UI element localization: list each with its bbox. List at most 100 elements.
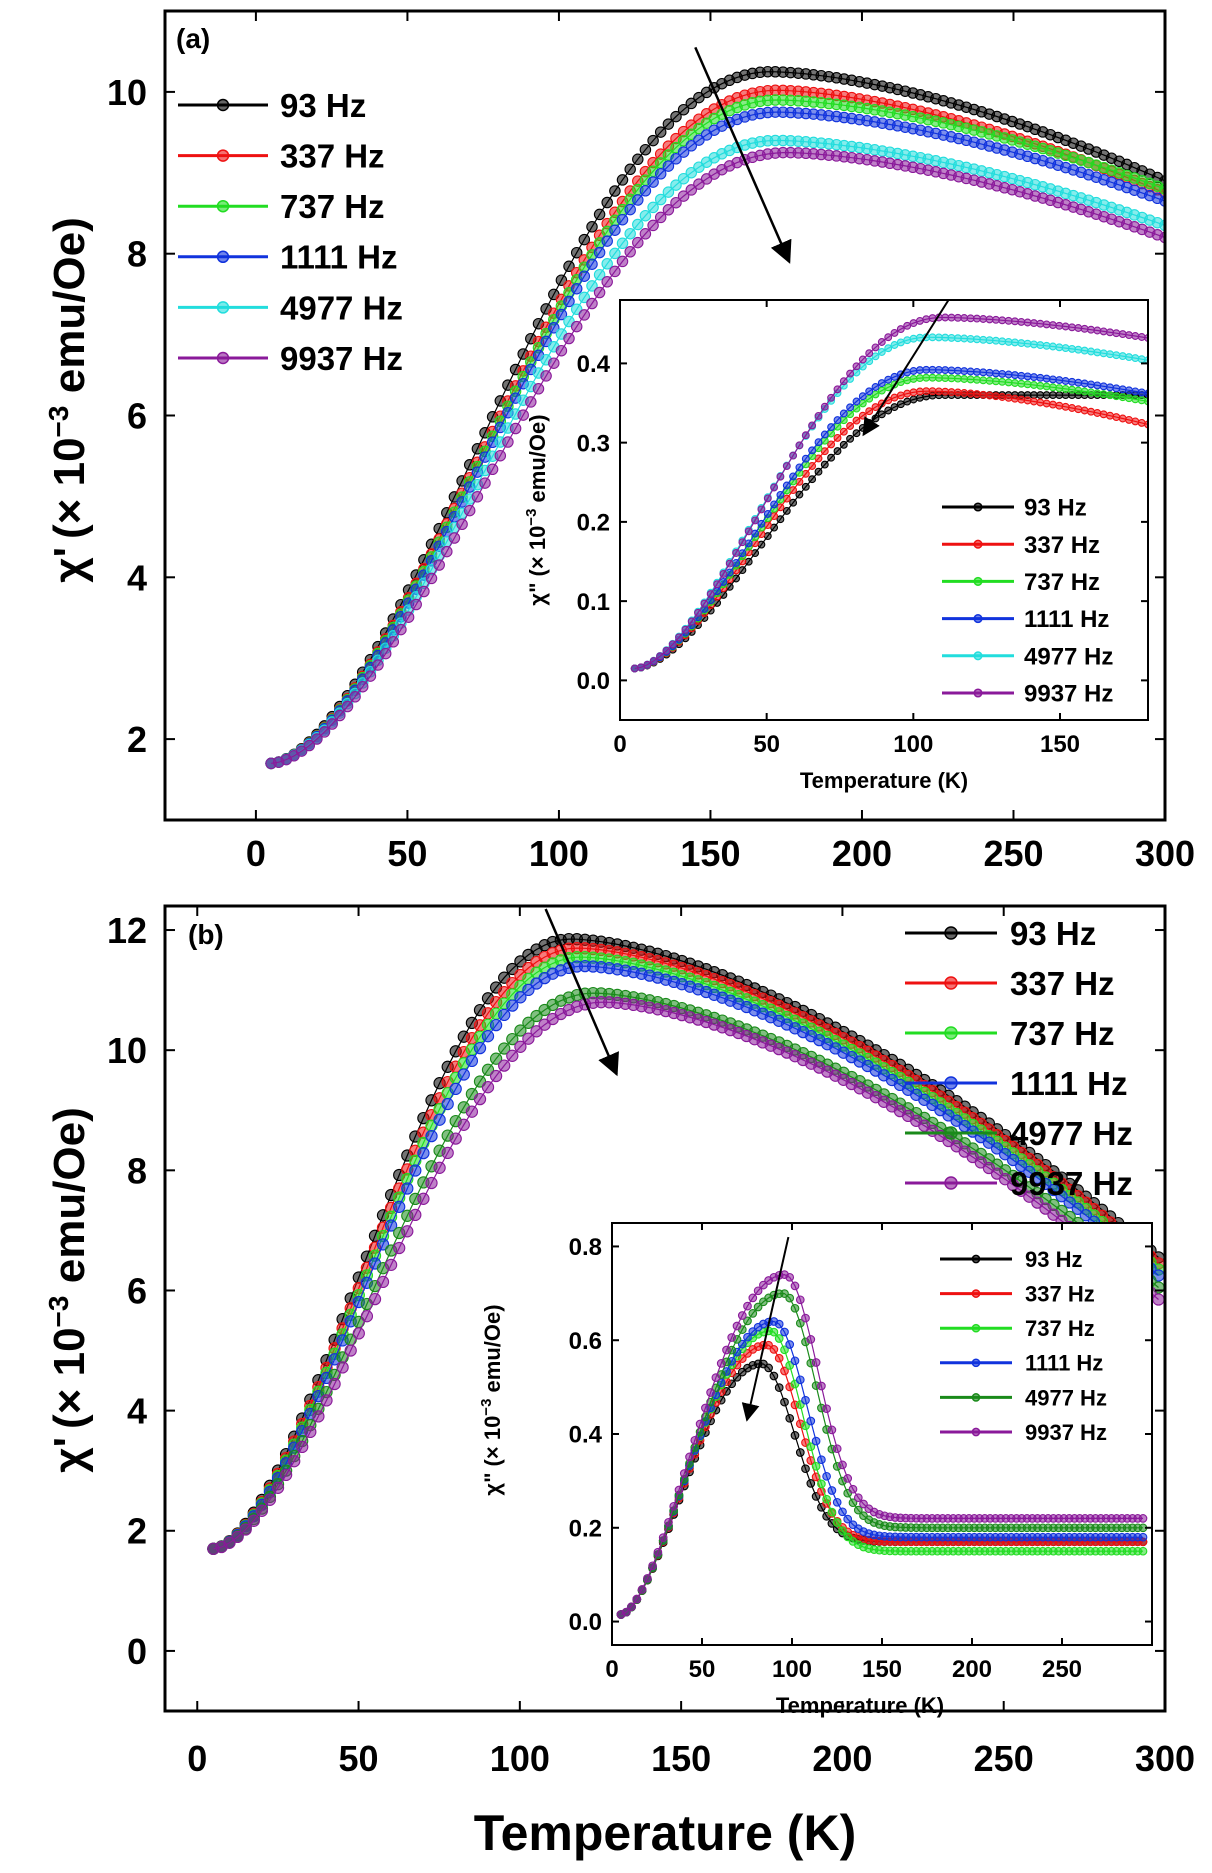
data-point (737, 1339, 747, 1349)
data-point (725, 559, 734, 568)
data-point (586, 221, 598, 233)
x-tick-label: 150 (862, 1656, 902, 1683)
legend-entry: 9937 Hz (178, 340, 403, 377)
legend-entry: 1111 Hz (940, 1351, 1103, 1376)
data-point (928, 373, 937, 382)
data-point (1118, 393, 1127, 402)
data-point (372, 659, 384, 671)
data-point (776, 490, 785, 499)
data-point (817, 1381, 826, 1391)
x-tick-label: 50 (387, 833, 427, 874)
data-point (858, 411, 867, 420)
data-point (1152, 1293, 1165, 1306)
data-point (827, 1486, 837, 1495)
data-point (1125, 394, 1133, 403)
data-point (1042, 374, 1051, 383)
data-point (312, 1410, 325, 1423)
data-point (303, 739, 316, 752)
data-point (1080, 379, 1089, 388)
data-point (1055, 1190, 1068, 1203)
x-tick-label: 200 (812, 1738, 872, 1779)
data-point (677, 190, 690, 202)
data-point (409, 1164, 422, 1177)
data-point (903, 376, 912, 385)
data-point (1004, 337, 1013, 346)
data-point (751, 529, 760, 538)
data-point (1061, 322, 1070, 331)
data-point (425, 572, 438, 585)
panel-a-label: (a) (176, 23, 210, 54)
y-tick-label: 0.6 (569, 1328, 602, 1355)
data-point (871, 390, 880, 399)
data-point (1029, 319, 1038, 328)
data-point (903, 389, 912, 398)
legend-marker (971, 1254, 981, 1264)
data-point (685, 1452, 694, 1462)
data-point (1106, 391, 1114, 400)
data-point (1063, 1196, 1076, 1209)
legend-marker (944, 926, 958, 940)
data-point (953, 388, 962, 397)
data-point (1031, 1171, 1044, 1184)
data-point (654, 211, 667, 224)
data-point (586, 280, 598, 292)
data-point (1137, 396, 1146, 405)
data-point (1099, 410, 1108, 419)
data-point (744, 527, 753, 536)
legend-entry: 93 Hz (940, 1247, 1082, 1272)
data-point (616, 255, 629, 268)
data-point (685, 140, 698, 152)
data-point (1118, 385, 1127, 394)
legend-entry: 737 Hz (905, 1015, 1115, 1052)
legend-marker (973, 688, 983, 698)
data-point (384, 1258, 398, 1272)
data-point (1036, 381, 1045, 390)
data-point (649, 656, 658, 665)
data-point (846, 369, 855, 378)
x-tick-label: 100 (893, 731, 933, 758)
y-tick-label: 6 (127, 1270, 147, 1311)
data-point (1061, 344, 1070, 353)
legend-marker (216, 301, 230, 314)
data-point (384, 1219, 398, 1232)
data-point (402, 611, 415, 623)
data-point (624, 203, 636, 216)
data-point (1023, 380, 1032, 389)
data-point (806, 1335, 816, 1344)
data-point (839, 440, 848, 449)
data-point (601, 258, 613, 270)
data-point (1087, 388, 1095, 397)
data-point (960, 334, 969, 343)
data-point (877, 386, 886, 395)
data-point (928, 333, 937, 342)
data-point (1055, 401, 1064, 410)
panel-a-inset-plot: 0 50 100 150 0.0 0.1 0.2 0.3 0.4 93 Hz 337 Hz 737 … (523, 299, 1149, 793)
data-point (530, 1009, 543, 1023)
data-point (774, 1319, 784, 1329)
data-point (670, 196, 682, 209)
data-point (785, 1340, 795, 1349)
data-point (632, 218, 644, 231)
data-point (685, 184, 698, 196)
data-point (846, 422, 855, 430)
data-point (960, 367, 969, 376)
data-point (748, 1293, 758, 1303)
data-point (471, 491, 484, 503)
data-point (785, 1413, 795, 1423)
data-point (801, 1464, 810, 1474)
y-tick-label: 0.8 (569, 1234, 602, 1261)
data-point (985, 368, 994, 377)
data-point (311, 733, 323, 745)
legend: 93 Hz 337 Hz 737 Hz 1111 Hz 4977 Hz 9937 Hz (905, 915, 1133, 1202)
data-point (670, 179, 682, 191)
data-point (801, 482, 810, 491)
data-point (1118, 352, 1127, 361)
data-point (706, 1388, 715, 1397)
data-point (1048, 342, 1057, 351)
x-tick-label: 200 (952, 1656, 992, 1683)
data-point (1074, 405, 1083, 414)
data-point (449, 1132, 462, 1145)
data-point (947, 333, 956, 342)
data-point (838, 1526, 847, 1535)
legend-label: 93 Hz (1025, 1247, 1082, 1272)
